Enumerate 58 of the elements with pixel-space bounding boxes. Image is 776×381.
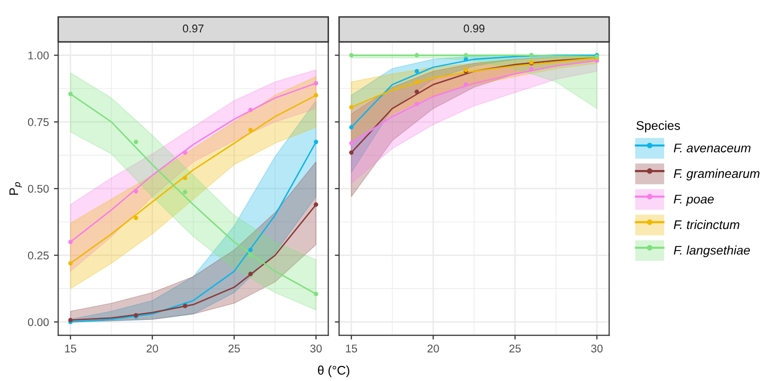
line-series: [70, 82, 317, 243]
point: [414, 90, 420, 94]
y-axis-title: P$_{p}$: [9, 182, 22, 195]
legend-label: F. graminearum: [674, 168, 760, 180]
point: [349, 141, 354, 146]
x-tick-label: 25: [228, 344, 240, 352]
point: [248, 272, 253, 276]
x-tick-label: 15: [65, 344, 76, 352]
y-tick-label: 0.75: [28, 118, 49, 126]
y-tick-label: 0.25: [28, 252, 49, 260]
legend-label: F. langsethiae: [674, 245, 750, 258]
y-tick-label: 0.00: [28, 318, 49, 326]
line-series: [70, 94, 317, 264]
point: [349, 125, 354, 130]
point: [349, 53, 354, 58]
point: [182, 190, 188, 194]
x-tick-label: 20: [146, 344, 158, 352]
x-axis-title: θ (°C): [318, 366, 350, 378]
point: [314, 81, 318, 86]
point: [314, 202, 318, 207]
point: [248, 108, 253, 112]
point: [314, 292, 318, 296]
y-tick-label: 1.00: [28, 52, 49, 60]
point: [414, 53, 420, 58]
chart-title: 0.99: [464, 24, 484, 32]
y-tick-label: 0.50: [28, 184, 49, 193]
x-tick-label: 15: [346, 344, 358, 352]
point: [349, 150, 354, 155]
point: [414, 69, 420, 74]
point: [248, 128, 253, 132]
legend-title: Species: [636, 120, 680, 132]
chart-title: 0.97: [182, 24, 204, 32]
point: [182, 150, 188, 155]
point: [414, 102, 420, 106]
point: [248, 248, 253, 252]
x-tick-label: 25: [509, 344, 521, 352]
point: [314, 93, 318, 98]
point: [182, 176, 188, 180]
point: [68, 240, 73, 244]
point: [464, 57, 468, 62]
x-tick-label: 30: [591, 344, 603, 352]
point: [134, 216, 138, 220]
point: [464, 53, 468, 58]
legend-label: F. tricinctum: [674, 220, 740, 230]
point: [464, 82, 468, 87]
point: [414, 80, 420, 84]
point: [68, 261, 73, 266]
point: [529, 66, 534, 72]
point: [248, 253, 253, 258]
x-tick-label: 30: [310, 344, 322, 352]
x-tick-label: 20: [428, 344, 439, 352]
point: [349, 105, 354, 110]
point: [134, 189, 138, 194]
legend-label: F. poae: [674, 194, 714, 206]
legend-label: F. avenaceum: [674, 144, 750, 152]
point: [68, 92, 73, 96]
point: [134, 140, 138, 144]
point: [314, 140, 318, 144]
